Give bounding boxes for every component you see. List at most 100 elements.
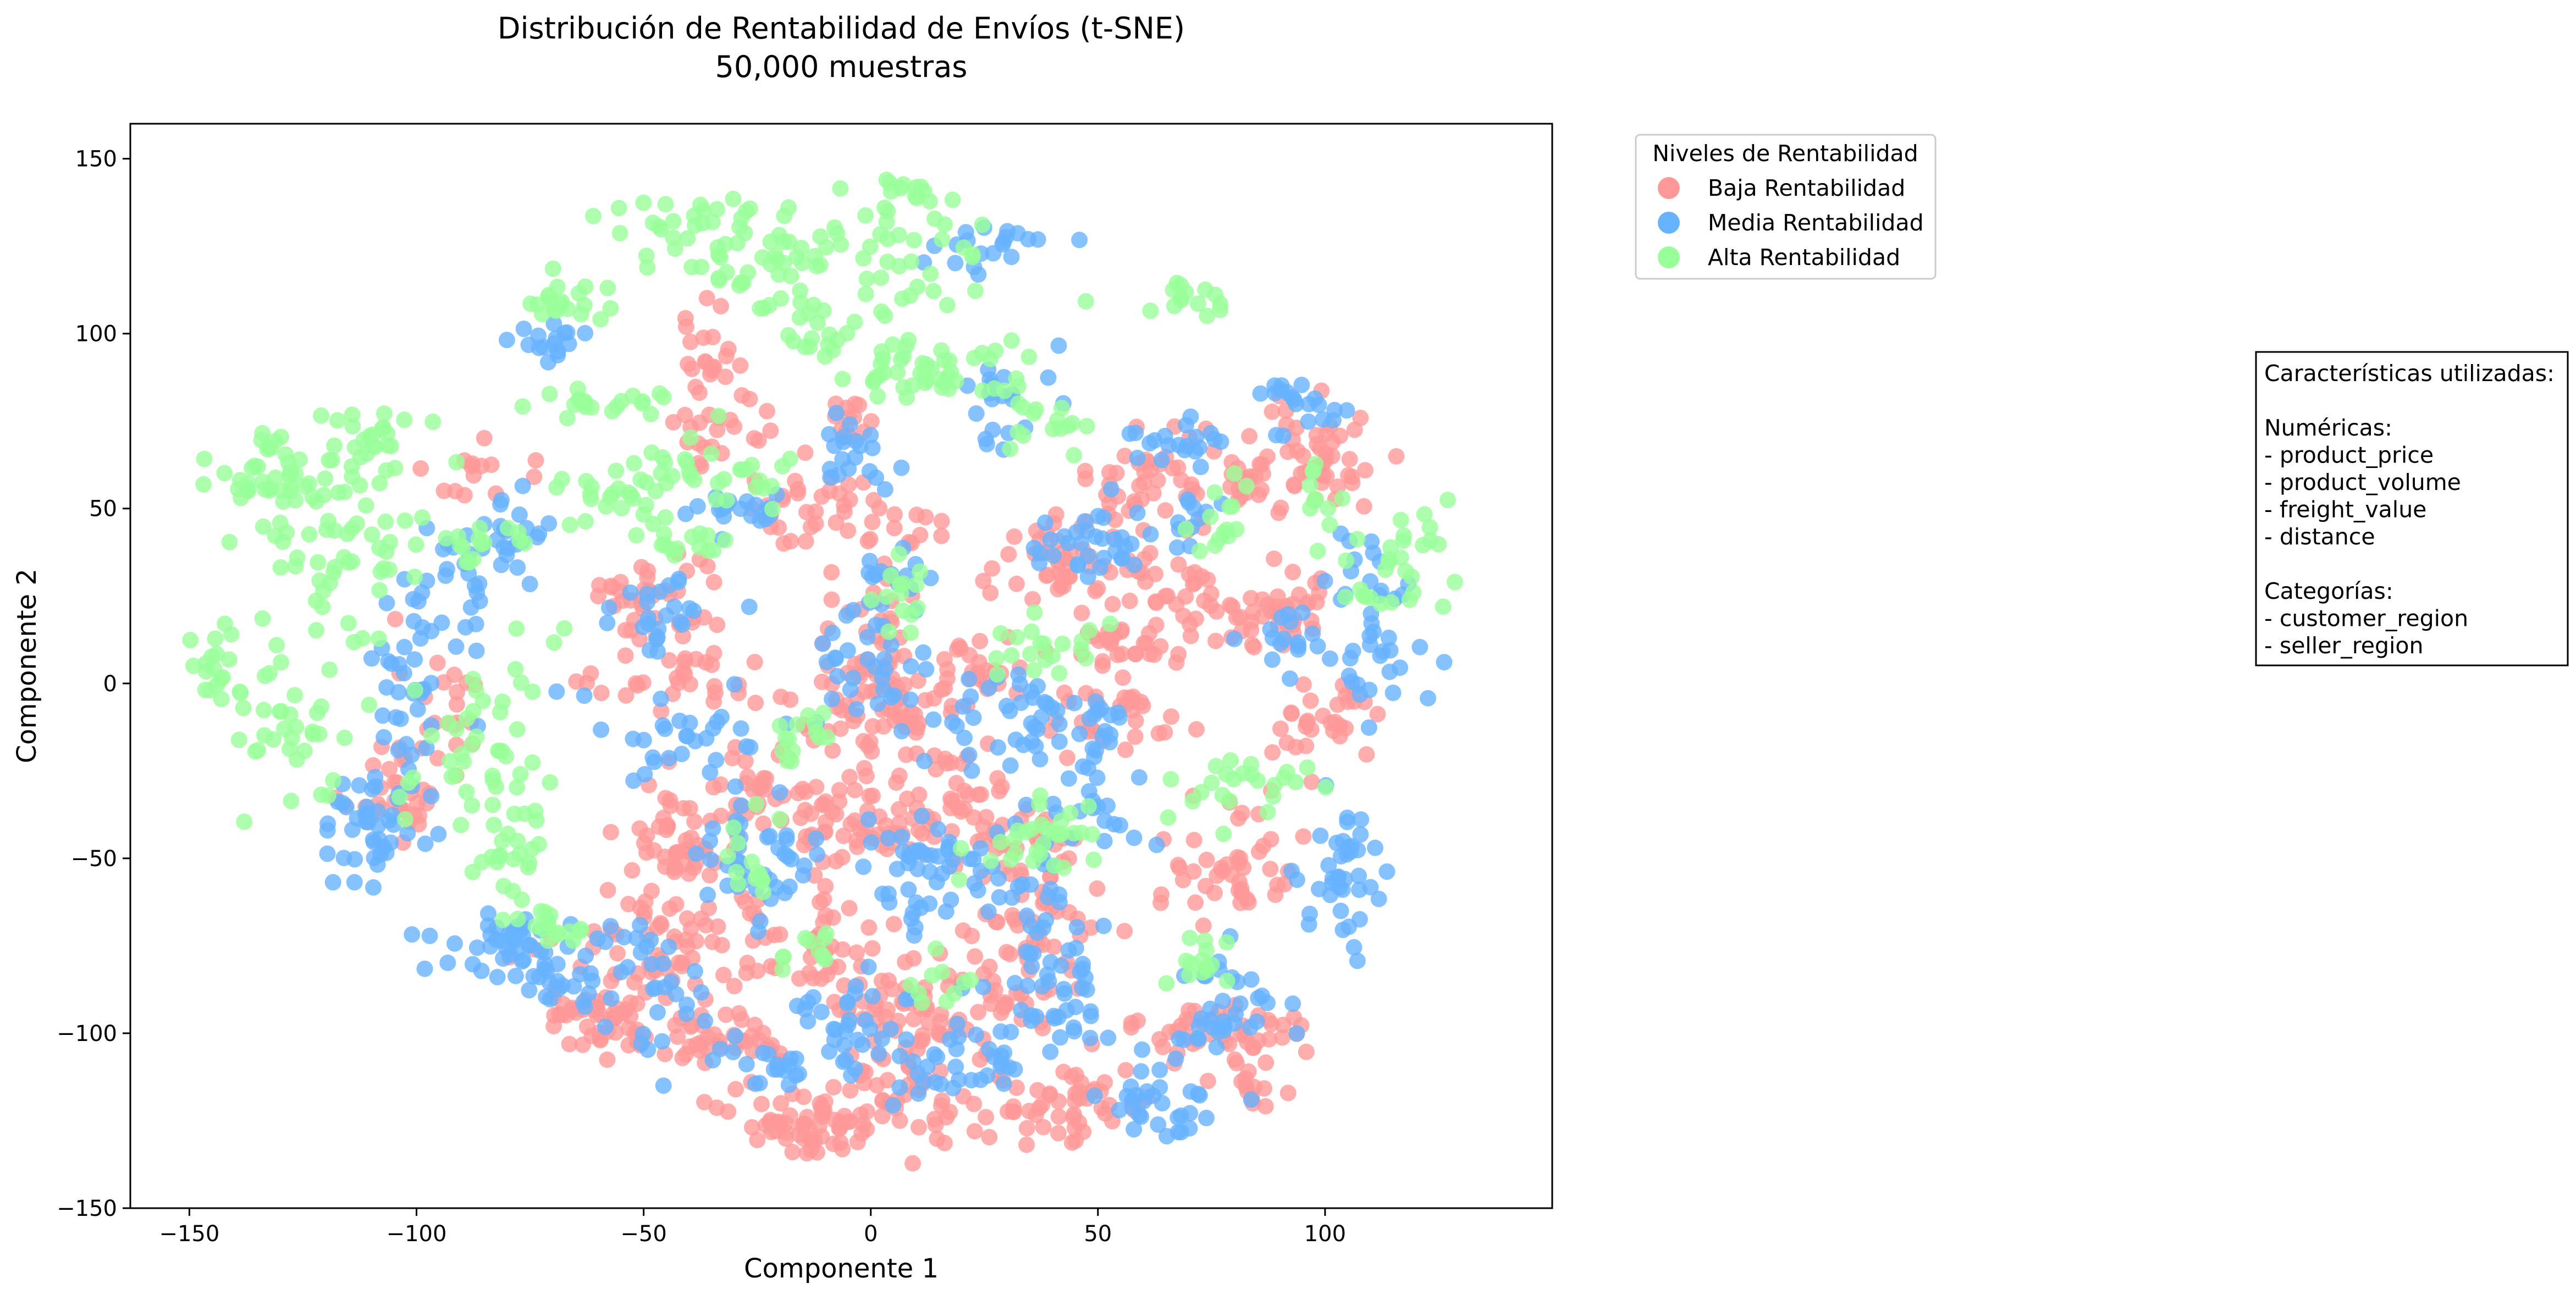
data-point <box>1023 733 1040 750</box>
data-point <box>1129 449 1146 466</box>
data-point <box>230 731 247 748</box>
data-point <box>1035 635 1052 652</box>
data-point <box>1332 427 1349 444</box>
data-point <box>874 1031 890 1048</box>
data-point <box>683 258 700 276</box>
data-point <box>743 853 760 871</box>
data-point <box>344 406 361 423</box>
x-tick-label: 0 <box>864 1221 878 1247</box>
data-point <box>1282 613 1299 630</box>
data-point <box>678 1005 695 1022</box>
data-point <box>964 246 981 263</box>
data-point <box>572 966 588 983</box>
data-point <box>657 1045 674 1062</box>
data-point <box>677 318 694 335</box>
data-point <box>1066 447 1083 464</box>
data-point <box>511 506 528 523</box>
data-point <box>815 302 832 319</box>
data-point <box>476 534 493 551</box>
data-point <box>374 419 391 436</box>
data-point <box>1050 337 1067 354</box>
data-point <box>1367 839 1383 856</box>
data-point <box>719 847 736 864</box>
data-point <box>858 1103 875 1120</box>
data-point <box>1025 405 1042 422</box>
data-point <box>1221 498 1238 515</box>
data-point <box>914 1073 931 1090</box>
data-point <box>817 878 834 895</box>
data-point <box>942 790 959 807</box>
data-point <box>412 630 429 647</box>
data-point <box>1226 630 1243 647</box>
data-point <box>1194 951 1211 968</box>
data-point <box>316 487 332 504</box>
data-point <box>695 329 712 346</box>
data-point <box>1439 492 1457 509</box>
data-point <box>1115 669 1132 686</box>
data-point <box>604 403 621 420</box>
data-point <box>764 500 781 517</box>
data-point <box>1218 856 1235 873</box>
data-point <box>645 980 662 998</box>
data-point <box>439 954 456 971</box>
data-point <box>1257 1098 1274 1115</box>
data-point <box>1269 877 1286 894</box>
data-point <box>1167 1050 1184 1067</box>
data-point <box>1341 451 1358 468</box>
data-point <box>319 822 336 839</box>
data-point <box>1264 403 1281 420</box>
data-point <box>1225 770 1242 787</box>
data-point <box>476 429 493 447</box>
data-point <box>1094 657 1111 674</box>
data-point <box>1303 721 1320 738</box>
data-point <box>675 627 692 645</box>
data-point <box>273 654 290 671</box>
data-point <box>430 825 447 842</box>
data-point <box>450 528 467 545</box>
data-point <box>1288 1025 1305 1042</box>
data-point <box>862 427 879 444</box>
data-point <box>841 900 858 917</box>
data-point <box>862 238 879 255</box>
data-point <box>1010 423 1027 440</box>
data-point <box>244 460 261 477</box>
data-point <box>897 991 914 1008</box>
data-point <box>970 786 987 803</box>
data-point <box>1337 588 1354 605</box>
data-point <box>909 599 926 616</box>
data-point <box>978 809 995 825</box>
data-point <box>1249 772 1266 789</box>
data-point <box>882 689 900 706</box>
data-point <box>736 224 753 241</box>
data-point <box>1195 917 1212 934</box>
data-point <box>913 807 930 824</box>
data-point <box>1302 692 1319 709</box>
data-point <box>841 769 858 785</box>
data-point <box>357 497 374 514</box>
data-point <box>1309 436 1326 453</box>
data-point <box>796 857 813 874</box>
data-point <box>1086 748 1103 765</box>
data-point <box>837 1051 854 1068</box>
data-point <box>597 1018 614 1035</box>
data-point <box>682 429 699 446</box>
data-point <box>970 1004 987 1021</box>
data-point <box>1299 759 1316 776</box>
data-point <box>753 1095 770 1112</box>
data-point <box>808 779 825 796</box>
data-point <box>878 588 895 605</box>
data-point <box>301 526 318 543</box>
data-point <box>1231 873 1248 890</box>
data-point <box>1300 395 1317 412</box>
data-point <box>876 661 893 678</box>
data-point <box>639 585 655 602</box>
data-point <box>317 470 334 487</box>
data-point <box>782 533 799 550</box>
data-point <box>779 752 796 769</box>
data-point <box>406 651 423 668</box>
data-point <box>390 684 407 701</box>
data-point <box>798 504 815 521</box>
data-point <box>336 729 353 746</box>
data-point <box>904 1053 922 1070</box>
data-point <box>741 598 758 615</box>
